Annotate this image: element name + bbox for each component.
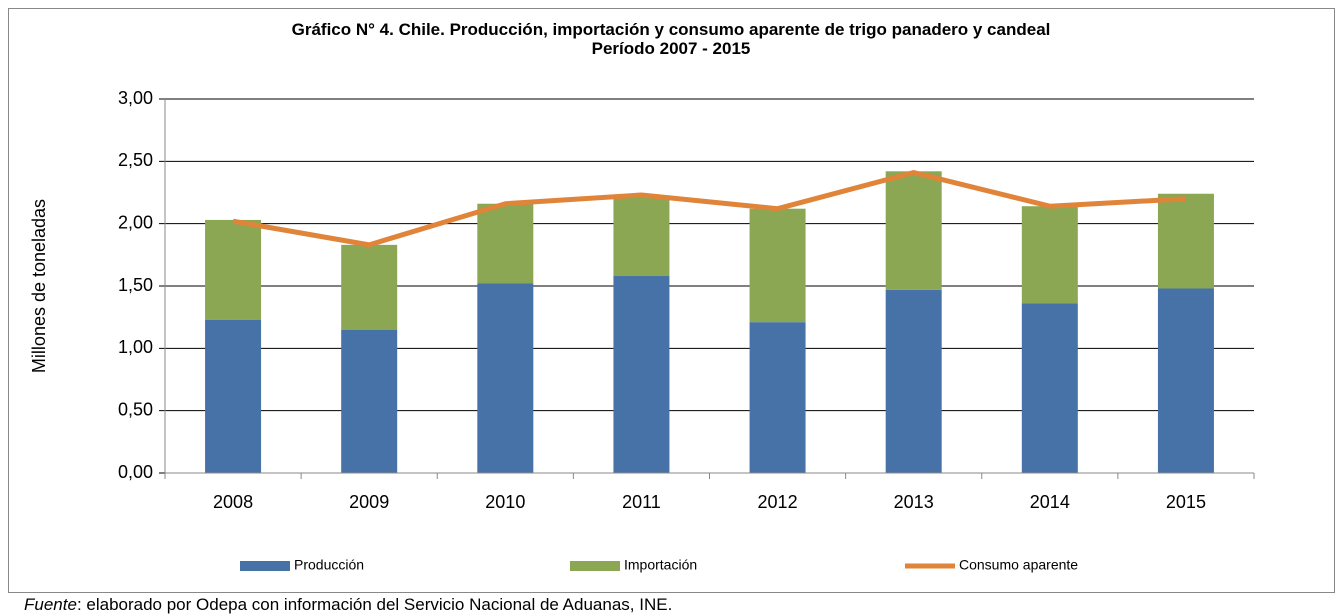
x-tick-label: 2011 (622, 492, 661, 512)
bar-segment (1021, 303, 1078, 473)
chart-title-block: Gráfico N° 4. Chile. Producción, importa… (171, 20, 1171, 58)
x-tick-label: 2008 (213, 492, 253, 512)
bar-segment (749, 208, 806, 323)
y-tick-label: 1,50 (118, 275, 153, 295)
bar-segment (885, 171, 942, 290)
y-tick-label: 1,00 (118, 337, 153, 357)
x-tick-label: 2010 (485, 492, 525, 512)
chart-subtitle: Período 2007 - 2015 (591, 39, 751, 58)
bar-segment (613, 276, 670, 473)
source-text: : elaborado por Odepa con información de… (76, 595, 673, 614)
bar-segment (341, 329, 398, 473)
source-label: Fuente (24, 595, 77, 614)
y-tick-label: 2,00 (118, 212, 153, 232)
x-tick-label: 2013 (894, 492, 934, 512)
source-note: Fuente: elaborado por Odepa con informac… (24, 595, 672, 615)
line-series (232, 170, 1187, 248)
legend-label: Importación (624, 557, 697, 573)
y-axis-title: Millones de toneladas (29, 199, 49, 373)
bar-segment (205, 219, 262, 320)
bar-segment (477, 203, 534, 284)
y-tick-label: 0,00 (118, 462, 153, 482)
bar-segment (1157, 288, 1214, 473)
legend-swatch (240, 561, 290, 571)
x-tick-label: 2015 (1166, 492, 1206, 512)
x-tick-label: 2014 (1030, 492, 1070, 512)
legend-label: Consumo aparente (959, 557, 1078, 573)
legend-swatch (570, 561, 620, 571)
bar-segment (205, 319, 262, 473)
bar-segment (477, 283, 534, 473)
bar-segment (1021, 206, 1078, 304)
x-tick-label: 2009 (349, 492, 389, 512)
x-tick-label: 2012 (758, 492, 798, 512)
y-tick-label: 3,00 (118, 88, 153, 108)
bar-segment (885, 289, 942, 473)
bar-segment (341, 244, 398, 330)
bar-segment (1157, 193, 1214, 289)
legend-label: Producción (294, 557, 364, 573)
bar-segment (749, 322, 806, 473)
y-tick-label: 2,50 (118, 150, 153, 170)
chart-title: Gráfico N° 4. Chile. Producción, importa… (291, 20, 1051, 39)
bar-segment (613, 196, 670, 277)
y-tick-label: 0,50 (118, 399, 153, 419)
